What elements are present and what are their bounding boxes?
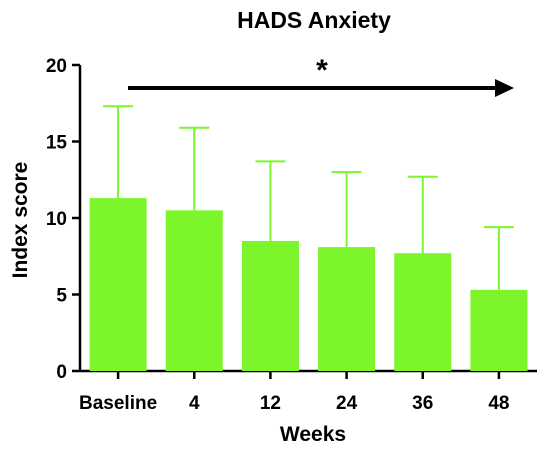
chart-title: HADS Anxiety bbox=[237, 7, 391, 33]
bar-0 bbox=[89, 198, 147, 371]
significance-marker: * bbox=[316, 54, 328, 87]
y-tick-label-1: 5 bbox=[56, 286, 67, 307]
y-tick-label-3: 15 bbox=[46, 133, 68, 154]
x-tick-label-3: 24 bbox=[336, 393, 358, 414]
bar-1 bbox=[165, 210, 223, 371]
x-tick-label-1: 4 bbox=[189, 393, 200, 414]
bar-2 bbox=[241, 240, 299, 371]
x-tick-label-4: 36 bbox=[412, 393, 433, 414]
y-tick-label-4: 20 bbox=[46, 56, 67, 77]
plot-area: 0 5 10 15 20 Baseline 4 12 24 36 48 bbox=[46, 56, 537, 414]
x-axis-label: Weeks bbox=[280, 423, 346, 446]
bar-5 bbox=[470, 289, 528, 371]
bar-4 bbox=[394, 253, 452, 371]
x-tick-label-2: 12 bbox=[260, 393, 281, 414]
significance-arrow-head bbox=[495, 79, 514, 97]
bar-3 bbox=[318, 247, 376, 371]
x-tick-label-0: Baseline bbox=[79, 393, 157, 414]
x-tick-label-5: 48 bbox=[488, 393, 509, 414]
y-tick-label-2: 10 bbox=[46, 209, 67, 230]
y-axis-label: Index score bbox=[9, 162, 32, 279]
y-tick-label-0: 0 bbox=[56, 362, 67, 383]
